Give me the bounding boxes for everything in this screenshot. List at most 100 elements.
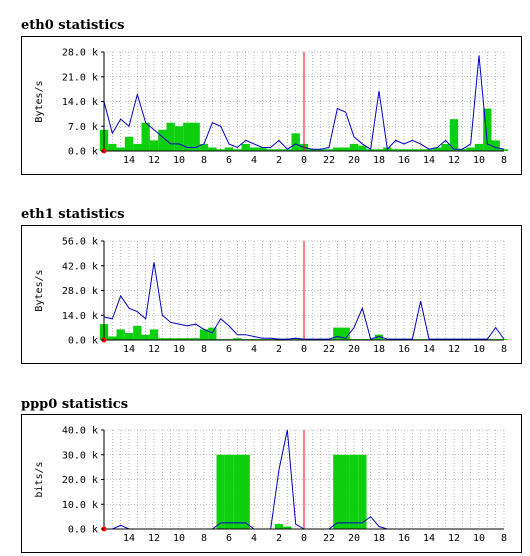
y-axis-label: Bytes/s [34, 269, 45, 311]
x-tick-label: 6 [226, 344, 232, 355]
data-bar [333, 147, 342, 151]
x-tick-label: 12 [448, 155, 460, 166]
x-tick-label: 8 [201, 533, 207, 544]
x-tick-label: 14 [123, 344, 135, 355]
x-tick-label: 0 [301, 533, 307, 544]
data-bar [433, 147, 442, 151]
y-tick-label: 14.0 k [62, 311, 98, 322]
x-tick-label: 16 [398, 344, 410, 355]
x-tick-label: 8 [501, 533, 507, 544]
x-tick-label: 18 [373, 533, 385, 544]
x-tick-label: 22 [323, 155, 335, 166]
x-tick-label: 4 [251, 155, 257, 166]
x-tick-label: 12 [448, 344, 460, 355]
data-bar [191, 122, 200, 151]
data-bar [374, 334, 384, 340]
data-bar [358, 454, 367, 529]
data-bar [349, 143, 359, 151]
data-bar [216, 149, 225, 151]
y-tick-label: 0.0 k [68, 336, 98, 347]
data-bar [233, 338, 242, 340]
y-tick-label: 21.0 k [62, 72, 98, 83]
data-bar [391, 149, 400, 151]
x-tick-label: 12 [448, 533, 460, 544]
x-tick-label: 12 [148, 533, 160, 544]
data-bar [224, 147, 234, 151]
data-bar [233, 454, 242, 529]
data-bar [408, 149, 417, 151]
data-bar [491, 140, 500, 151]
y-tick-label: 7.0 k [68, 122, 98, 133]
chart-box: 0.0 k 10.0 k 20.0 k 30.0 k 40.0 k 14 12 10 8 6 4 2 0… [21, 414, 522, 553]
data-bar [199, 329, 209, 340]
x-tick-label: 2 [276, 344, 282, 355]
x-tick-label: 10 [473, 533, 485, 544]
data-bar [199, 143, 209, 151]
data-bar [341, 327, 350, 340]
x-tick-label: 10 [473, 155, 485, 166]
data-bar [399, 149, 409, 151]
y-tick-label: 28.0 k [62, 48, 98, 59]
x-tick-label: 14 [123, 533, 135, 544]
eth1-chart: 0.0 k14.0 k28.0 k42.0 k56.0 k14 12 10 8 6 4 2 0… [34, 237, 509, 355]
data-bar [224, 454, 234, 529]
data-bar [116, 147, 125, 151]
data-bar [316, 149, 325, 151]
data-bar [216, 454, 225, 529]
x-tick-label: 4 [251, 533, 257, 544]
data-bar [308, 149, 317, 151]
data-bar [108, 143, 117, 151]
chart-title: ppp0 statistics [21, 397, 129, 412]
data-bar [158, 129, 167, 151]
y-tick-label: 10.0 k [62, 500, 98, 511]
data-bar [358, 145, 367, 151]
chart-box: 0.0 k 14.0 k 28.0 k 42.0 k 56.0 k 14 12 10 8 6 4 2 0… [21, 225, 522, 364]
data-bar [208, 147, 217, 151]
x-tick-label: 8 [501, 155, 507, 166]
chart-title: eth0 statistics [21, 18, 125, 33]
x-tick-label: 2 [276, 155, 282, 166]
data-bar [474, 143, 484, 151]
data-bar [174, 338, 184, 340]
data-bar [183, 338, 192, 340]
data-bar [374, 149, 384, 151]
y-tick-label: 28.0 k [62, 286, 98, 297]
data-bar [183, 122, 192, 151]
x-tick-label: 10 [473, 344, 485, 355]
data-bar [149, 329, 159, 340]
data-bar [366, 149, 375, 151]
data-bar [499, 149, 509, 151]
data-bar [466, 147, 475, 151]
x-tick-label: 22 [323, 533, 335, 544]
y-tick-label: 0.0 k [68, 525, 98, 536]
data-bar [291, 133, 300, 151]
data-bar [233, 149, 242, 151]
data-bar [124, 332, 134, 340]
data-bar [349, 454, 359, 529]
x-tick-label: 6 [226, 533, 232, 544]
data-bar [241, 454, 250, 529]
data-bar [441, 143, 450, 151]
x-tick-label: 8 [201, 344, 207, 355]
data-bar [124, 136, 134, 151]
x-tick-label: 16 [398, 533, 410, 544]
data-bar [449, 119, 459, 151]
data-bar [174, 126, 184, 151]
x-tick-label: 14 [123, 155, 135, 166]
data-bar [424, 149, 434, 151]
data-bar [324, 149, 334, 151]
data-bar [274, 149, 284, 151]
data-bar [258, 147, 267, 151]
data-bar [141, 334, 150, 340]
x-tick-label: 18 [373, 155, 385, 166]
data-bar [458, 149, 467, 151]
x-tick-label: 12 [148, 155, 160, 166]
data-bar [149, 140, 159, 151]
data-bar [266, 149, 275, 151]
x-tick-label: 4 [251, 344, 257, 355]
x-tick-label: 14 [423, 344, 435, 355]
y-tick-label: 14.0 k [62, 97, 98, 108]
eth0-chart: 0.0 k7.0 k14.0 k21.0 k28.0 k14 12 10 8 6 4 2 0 2… [34, 48, 509, 166]
x-tick-label: 0 [301, 344, 307, 355]
chart-box: 0.0 k 7.0 k 14.0 k 21.0 k 28.0 k 14 12 10 8 6 4 2 0 2… [21, 36, 522, 175]
